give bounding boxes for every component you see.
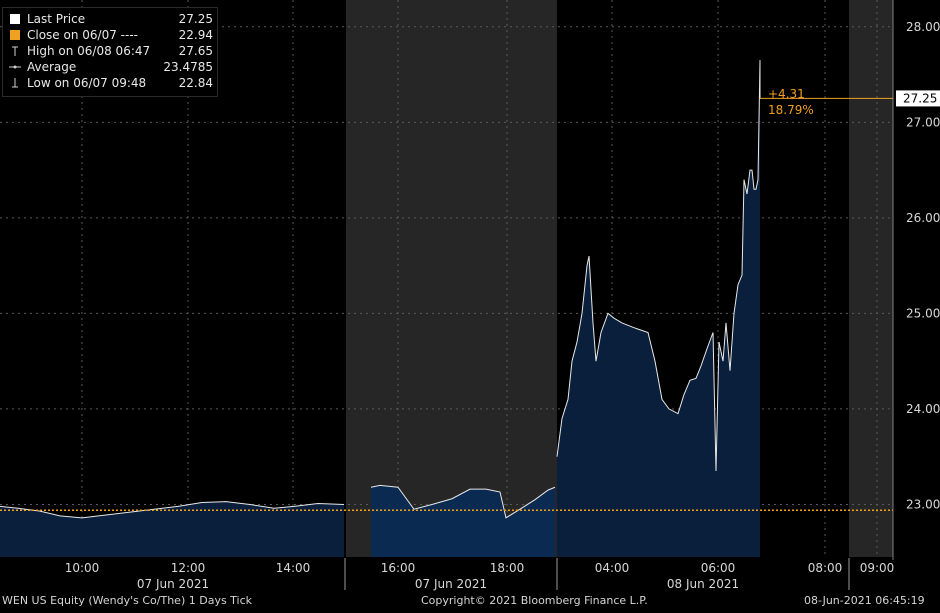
legend-row: Average 23.4785 — [9, 59, 213, 75]
footer-right-text: 08-Jun-2021 06:45:19 — [804, 594, 925, 607]
y-tick-label: 23.00 — [906, 497, 940, 511]
price-area-session-3 — [557, 60, 760, 557]
price-area-session-1 — [0, 501, 344, 557]
y-tick-label: 26.00 — [906, 211, 940, 225]
legend-label: Last Price — [27, 12, 86, 26]
y-tick-label: 27.00 — [906, 115, 940, 129]
orange-square-icon — [9, 29, 21, 41]
y-tick-label: 25.00 — [906, 306, 940, 320]
session-band-0 — [346, 0, 557, 557]
last-price-tag-box — [896, 90, 940, 107]
legend-row: Last Price 27.25 — [9, 11, 213, 27]
price-line-session-2 — [370, 484, 556, 519]
low-marker-icon — [9, 77, 21, 89]
legend-label: High on 06/08 06:47 — [27, 44, 151, 58]
x-tick-label: 18:00 — [490, 561, 525, 575]
x-tick-label: 06:00 — [701, 561, 736, 575]
price-line-session-3 — [556, 60, 761, 472]
x-tick-label: 09:00 — [860, 561, 895, 575]
high-marker-icon — [9, 45, 21, 57]
legend-label: Low on 06/07 09:48 — [27, 76, 147, 90]
legend-row: Close on 06/07 ---- 22.94 — [9, 27, 213, 43]
x-tick-label: 10:00 — [65, 561, 100, 575]
last-price-tag: 27.25 — [896, 90, 940, 107]
price-area-session-2 — [371, 485, 555, 557]
change-label-0: +4.31 — [768, 87, 805, 101]
x-tick-label: 14:00 — [276, 561, 311, 575]
last-price-tag-text: 27.25 — [903, 91, 937, 105]
change-label-1: 18.79% — [768, 103, 814, 117]
legend-value: 27.25 — [178, 12, 213, 26]
legend-row: High on 06/08 06:47 27.65 — [9, 43, 213, 59]
date-label: 07 Jun 2021 — [137, 577, 209, 591]
white-square-icon — [9, 13, 21, 25]
legend-row: Low on 06/07 09:48 22.84 — [9, 75, 213, 91]
date-label: 08 Jun 2021 — [667, 577, 739, 591]
legend-value: 22.94 — [178, 28, 213, 42]
legend-value: 22.84 — [178, 76, 213, 90]
session-band-1 — [849, 0, 893, 557]
legend-value: 27.65 — [178, 44, 213, 58]
y-tick-label: 24.00 — [906, 402, 940, 416]
average-marker-icon — [9, 61, 21, 73]
x-tick-label: 08:00 — [808, 561, 843, 575]
x-tick-label: 04:00 — [595, 561, 630, 575]
date-label: 07 Jun 2021 — [415, 577, 487, 591]
legend-box: Last Price 27.25 Close on 06/07 ---- 22.… — [2, 7, 218, 97]
legend-value: 23.4785 — [163, 60, 213, 74]
footer: WEN US Equity (Wendy's Co/The) 1 Days Ti… — [0, 592, 940, 609]
footer-left-text: WEN US Equity (Wendy's Co/The) 1 Days Ti… — [2, 594, 253, 607]
y-tick-label: 28.00 — [906, 20, 940, 34]
x-tick-label: 12:00 — [171, 561, 206, 575]
legend-label: Close on 06/07 ---- — [27, 28, 138, 42]
price-line-session-1 — [0, 501, 345, 519]
x-tick-label: 16:00 — [381, 561, 416, 575]
footer-center-text: Copyright© 2021 Bloomberg Finance L.P. — [421, 594, 648, 607]
legend-label: Average — [27, 60, 77, 74]
